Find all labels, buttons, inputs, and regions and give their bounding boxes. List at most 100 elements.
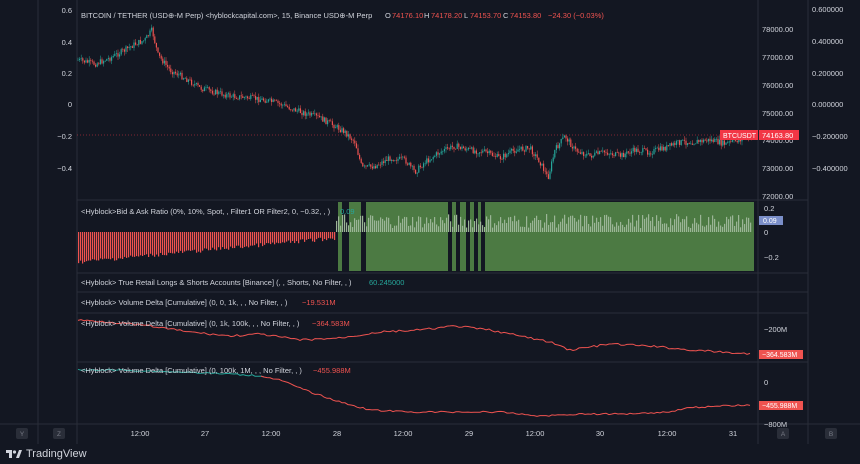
candle-body: [418, 165, 420, 173]
candle-body: [493, 155, 495, 157]
candle-body: [512, 148, 514, 151]
vd3-value: −455.988M: [313, 366, 351, 375]
candle-body: [231, 96, 233, 98]
vd3-legend: <Hyblock> Volume Delta [Cumulative] (0, …: [81, 366, 302, 375]
bid-ask-bar: [570, 215, 572, 232]
time-axis[interactable]: 12:00 27 12:00 28 12:00 29 12:00 30 12:0…: [131, 429, 738, 438]
candle-body: [359, 154, 361, 159]
bid-ask-bar: [242, 232, 244, 249]
bid-ask-bar: [684, 219, 686, 232]
bid-ask-bar: [734, 225, 736, 232]
candle-body: [344, 130, 346, 133]
candle-body: [408, 162, 410, 165]
bid-ask-bar: [138, 232, 140, 257]
candle-body: [723, 140, 725, 145]
candle-body: [487, 151, 489, 154]
candle-body: [296, 110, 298, 112]
time-axis-label: 12:00: [658, 429, 677, 438]
button-a[interactable]: [777, 428, 789, 439]
footer-bar: TradingView: [0, 444, 860, 464]
candle-body: [426, 158, 428, 164]
bid-ask-tag: 0.09: [763, 218, 777, 225]
time-axis-label: 29: [465, 429, 473, 438]
candle-body: [584, 155, 586, 157]
candle-body: [647, 149, 649, 155]
candle-body: [683, 139, 685, 141]
candle-body: [515, 151, 517, 153]
bid-ask-bar: [330, 232, 332, 239]
candle-body: [455, 148, 457, 150]
bid-ask-bar: [316, 232, 318, 240]
candle-body: [327, 120, 329, 125]
bid-ask-bar: [436, 224, 438, 232]
candle-body: [719, 139, 721, 145]
price-axis[interactable]: 78000.00 77000.00 76000.00 75000.00 7400…: [762, 25, 793, 201]
bid-ask-bar: [546, 214, 548, 232]
candle-body: [146, 35, 148, 39]
bid-ask-bar: [686, 216, 688, 232]
bid-ask-bar: [154, 232, 156, 257]
bid-ask-bar: [484, 226, 486, 232]
candle-body: [663, 146, 665, 151]
bid-ask-bar: [650, 220, 652, 232]
bid-ask-bar: [696, 222, 698, 232]
candle-body: [119, 54, 121, 57]
tradingview-logo[interactable]: TradingView: [6, 448, 87, 460]
candle-body: [360, 158, 362, 163]
candle-body: [343, 128, 345, 133]
bid-ask-bar: [136, 232, 138, 257]
candle-body: [501, 159, 503, 160]
candle-body: [189, 79, 191, 81]
bid-ask-bar: [718, 221, 720, 232]
bid-ask-bar: [118, 232, 120, 259]
bid-ask-bar: [268, 232, 270, 244]
button-z[interactable]: [53, 428, 65, 439]
bid-ask-bar: [344, 214, 346, 232]
candle-body: [629, 152, 631, 154]
candle-body: [563, 135, 565, 138]
button-y[interactable]: [16, 428, 28, 439]
candle-body: [207, 87, 209, 88]
bid-ask-bar: [426, 217, 428, 232]
candle-body: [525, 145, 527, 152]
bid-ask-bar: [386, 217, 388, 232]
candle-body: [399, 156, 401, 159]
candle-body: [235, 98, 237, 99]
candle-body: [383, 161, 385, 163]
candle-body: [272, 99, 274, 102]
bid-ask-bar: [140, 232, 142, 256]
bid-ask-bar: [736, 221, 738, 232]
bottom-right-buttons: A B: [777, 428, 837, 439]
candle-body: [271, 98, 273, 102]
left-axis-label: 0: [68, 100, 72, 109]
bid-ask-bar: [340, 225, 342, 232]
time-axis-label: 28: [333, 429, 341, 438]
legend-close-label: C: [503, 11, 509, 20]
bid-ask-bar: [170, 232, 172, 253]
bid-ask-bar: [602, 225, 604, 232]
button-b[interactable]: [825, 428, 837, 439]
bid-ask-bar: [584, 215, 586, 232]
left-axis[interactable]: 0.6 0.4 0.2 0 −0.2 −0.4: [57, 6, 72, 173]
bid-ask-bar: [728, 219, 730, 232]
candle-body: [314, 113, 316, 115]
bid-ask-bar: [610, 217, 612, 232]
bid-ask-bar: [556, 227, 558, 232]
candle-body: [96, 63, 98, 67]
candle-body: [639, 152, 641, 153]
candle-body: [83, 60, 85, 63]
candle-body: [671, 143, 673, 146]
candle-body: [111, 57, 113, 61]
candle-body: [714, 138, 716, 143]
price-axis-label: 74000.00: [762, 136, 793, 145]
candle-body: [392, 159, 394, 161]
bid-ask-bar: [578, 219, 580, 232]
candle-body: [709, 138, 711, 142]
bid-ask-bar: [258, 232, 260, 248]
candle-body: [109, 58, 111, 61]
bid-ask-green-block: [349, 202, 361, 271]
bid-ask-value: 0.09: [340, 207, 355, 216]
candle-body: [362, 162, 364, 167]
right-axis[interactable]: 0.600000 0.400000 0.200000 0.000000 −0.2…: [812, 5, 848, 173]
chart-canvas[interactable]: BITCOIN / TETHER (USD⊕-M Perp) <hyblockc…: [0, 0, 860, 444]
